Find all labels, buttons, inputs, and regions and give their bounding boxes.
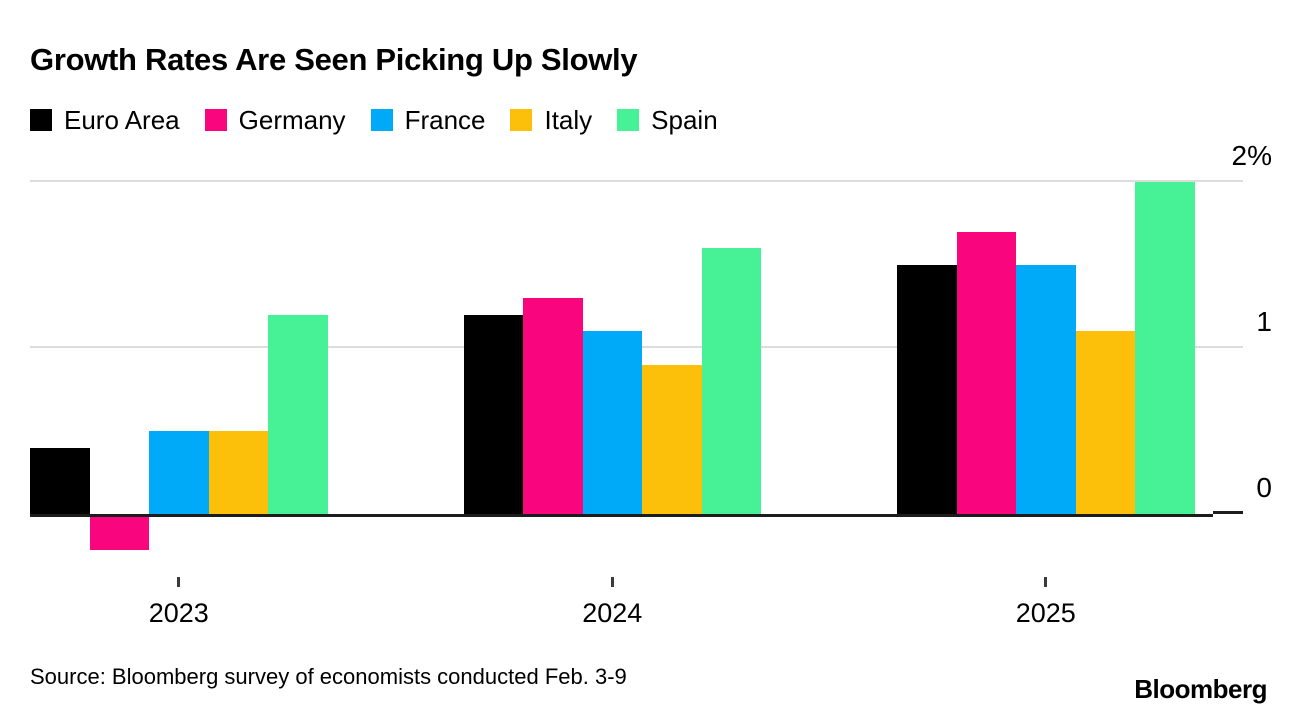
bar-spain-2025 bbox=[1135, 182, 1195, 514]
bar-france-2024 bbox=[582, 331, 642, 514]
x-axis-zero-line bbox=[30, 514, 1213, 517]
legend-swatch-italy bbox=[510, 109, 533, 131]
legend-label-germany: Germany bbox=[238, 105, 346, 135]
x-axis-label-2025: 2025 bbox=[1015, 598, 1076, 628]
bar-italy-2023 bbox=[208, 431, 268, 514]
legend-label-spain: Spain bbox=[651, 105, 718, 135]
bar-euro-area-2023 bbox=[30, 447, 90, 514]
bar-euro-area-2024 bbox=[463, 314, 523, 514]
legend-swatch-euro-area bbox=[30, 109, 52, 131]
bar-spain-2023 bbox=[268, 314, 328, 514]
bar-germany-2023 bbox=[89, 517, 149, 551]
x-tick-2023 bbox=[177, 577, 181, 587]
bar-france-2023 bbox=[149, 431, 209, 514]
legend-label-euro-area: Euro Area bbox=[64, 105, 180, 135]
bar-france-2025 bbox=[1016, 265, 1076, 514]
legend: Euro Area Germany France Italy Spain bbox=[30, 104, 718, 136]
legend-item-germany: Germany bbox=[204, 105, 346, 135]
legend-item-spain: Spain bbox=[617, 107, 718, 133]
zero-tick-dash bbox=[1213, 511, 1243, 514]
x-axis-label-2023: 2023 bbox=[148, 598, 209, 628]
y-axis-label-0: 0 bbox=[1256, 472, 1272, 503]
legend-item-france: France bbox=[370, 105, 486, 135]
x-tick-2024 bbox=[610, 577, 614, 587]
legend-item-italy: Italy bbox=[510, 107, 592, 133]
source-note: Source: Bloomberg survey of economists c… bbox=[30, 664, 627, 689]
bar-euro-area-2025 bbox=[897, 265, 957, 514]
legend-item-euro-area: Euro Area bbox=[30, 107, 180, 133]
chart-title: Growth Rates Are Seen Picking Up Slowly bbox=[30, 42, 638, 77]
legend-label-france: France bbox=[404, 105, 486, 135]
bar-italy-2025 bbox=[1075, 331, 1135, 514]
legend-swatch-germany bbox=[204, 109, 227, 131]
x-tick-2025 bbox=[1044, 577, 1048, 587]
legend-label-italy: Italy bbox=[544, 105, 593, 135]
gridline-2pct bbox=[30, 180, 1243, 182]
legend-swatch-spain bbox=[617, 109, 640, 131]
bar-germany-2025 bbox=[956, 231, 1016, 514]
x-axis-label-2024: 2024 bbox=[582, 598, 643, 628]
y-axis-label-1: 1 bbox=[1256, 306, 1272, 337]
bar-italy-2024 bbox=[642, 364, 702, 514]
bloomberg-logo: Bloomberg bbox=[1134, 674, 1267, 704]
legend-swatch-france bbox=[370, 109, 393, 131]
bar-germany-2024 bbox=[523, 298, 583, 514]
bar-spain-2024 bbox=[701, 248, 761, 514]
y-axis-label-2: 2% bbox=[1231, 140, 1272, 171]
